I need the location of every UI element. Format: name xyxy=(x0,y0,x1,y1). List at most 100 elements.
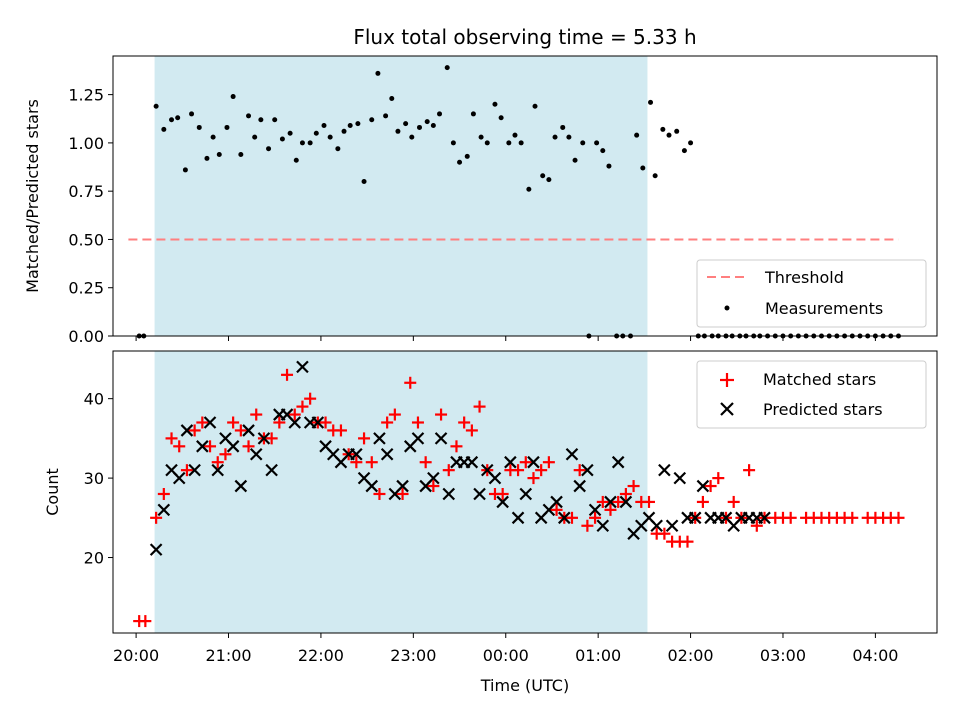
matched-star-marker xyxy=(535,464,548,477)
marker-stroke xyxy=(265,463,278,477)
y-tick-label: 0.25 xyxy=(68,279,104,298)
marker-stroke xyxy=(496,495,509,509)
marker-stroke xyxy=(257,432,271,445)
matched-star-marker xyxy=(242,440,255,453)
marker-stroke xyxy=(373,432,386,445)
marker-stroke xyxy=(758,511,771,525)
top-legend-box xyxy=(696,259,927,328)
marker-stroke xyxy=(719,511,733,525)
matched-star-marker xyxy=(604,503,617,516)
measurement-point xyxy=(361,179,367,185)
measurement-point xyxy=(355,121,361,127)
measurement-point xyxy=(437,111,443,117)
top-y-axis: 0.00 0.25 0.50 0.75 1.00 1.25 xyxy=(68,86,113,346)
predicted-star-marker xyxy=(581,463,594,477)
y-tick-label: 20 xyxy=(84,549,104,568)
matched-star-marker xyxy=(188,424,201,437)
marker-stroke xyxy=(488,471,502,485)
matched-star-marker xyxy=(496,487,509,500)
matched-star-marker xyxy=(334,424,347,437)
measurement-point xyxy=(688,140,694,146)
measurement-point xyxy=(299,140,305,146)
measurement-point xyxy=(652,173,658,179)
matched-star-marker xyxy=(465,424,478,437)
matched-star-marker xyxy=(358,432,371,445)
matched-star-marker xyxy=(281,368,294,381)
measurement-point xyxy=(552,134,558,140)
marker-stroke xyxy=(319,440,332,453)
predicted-star-marker xyxy=(311,416,325,429)
measurement-point xyxy=(238,151,244,157)
marker-stroke xyxy=(596,519,610,533)
matched-star-marker xyxy=(219,448,232,461)
measurement-point xyxy=(210,134,216,140)
marker-stroke xyxy=(557,511,571,525)
predicted-star-marker xyxy=(504,455,517,469)
matched-star-marker xyxy=(892,511,905,524)
matched-star-marker xyxy=(265,432,278,445)
marker-stroke xyxy=(380,447,394,461)
predicted-star-marker xyxy=(249,447,263,461)
bottom-legend: Matched stars Predicted stars xyxy=(696,360,927,429)
measurement-point xyxy=(674,128,680,134)
x-axis-label: Time (UTC) xyxy=(480,676,569,695)
matched-star-marker xyxy=(442,464,455,477)
marker-stroke xyxy=(427,471,440,485)
measurement-point xyxy=(424,119,430,125)
marker-stroke xyxy=(696,479,710,493)
matched-star-marker xyxy=(573,464,586,477)
measurement-point xyxy=(450,140,456,146)
matched-star-marker xyxy=(288,408,301,421)
measurement-point xyxy=(606,163,612,169)
measurement-point xyxy=(153,103,159,109)
predicted-star-marker xyxy=(565,447,579,461)
legend-measurements-swatch xyxy=(724,305,730,311)
predicted-star-marker xyxy=(604,495,617,509)
measurement-point xyxy=(478,134,484,140)
matched-star-marker xyxy=(381,416,394,429)
marker-stroke xyxy=(180,424,194,437)
predicted-star-marker xyxy=(619,495,633,509)
predicted-star-marker xyxy=(550,495,563,509)
predicted-star-marker xyxy=(226,440,240,453)
predicted-star-marker xyxy=(688,511,702,525)
y-tick-label: 1.00 xyxy=(68,134,104,153)
x-tick-label: 00:00 xyxy=(483,646,529,665)
matched-star-marker xyxy=(581,519,594,532)
measurement-point xyxy=(532,103,538,109)
x-tick-label: 21:00 xyxy=(205,646,251,665)
y-tick-label: 40 xyxy=(84,390,104,409)
matched-star-marker xyxy=(519,456,532,469)
marker-stroke xyxy=(396,479,409,493)
x-tick-label: 20:00 xyxy=(113,646,159,665)
matched-star-marker xyxy=(627,480,640,493)
marker-stroke xyxy=(527,455,540,469)
bottom-y-axis: 20 30 40 xyxy=(84,390,113,568)
predicted-star-marker xyxy=(257,432,271,445)
bottom-plot-frame xyxy=(112,350,938,634)
measurement-point xyxy=(470,111,476,117)
marker-stroke xyxy=(465,455,479,469)
marker-stroke xyxy=(357,471,371,485)
measurement-point xyxy=(272,117,278,123)
marker-stroke xyxy=(219,432,232,445)
bottom-x-axis: 20:00 21:00 22:00 23:00 00:00 01:00 02:00 03:00… xyxy=(113,633,898,665)
predicted-star-marker xyxy=(473,487,486,501)
marker-stroke xyxy=(280,408,294,421)
measurement-point xyxy=(444,65,450,71)
marker-stroke xyxy=(442,487,456,501)
matched-star-marker xyxy=(204,440,217,453)
matched-star-marker xyxy=(304,392,317,405)
matched-star-marker xyxy=(784,511,797,524)
matched-star-marker xyxy=(435,408,448,421)
bottom-panel: 20 30 40 20:00 21:00 22:00 23:00 00:00 01:00 02:… xyxy=(43,350,938,695)
measurement-point xyxy=(594,140,600,146)
predicted-star-marker xyxy=(496,495,509,509)
measurement-point xyxy=(484,140,490,146)
matched-star-marker xyxy=(642,495,655,508)
matched-star-marker xyxy=(704,480,717,493)
measurement-point xyxy=(307,140,313,146)
measurement-point xyxy=(409,134,415,140)
matched-star-marker xyxy=(404,376,417,389)
x-tick-label: 02:00 xyxy=(668,646,714,665)
